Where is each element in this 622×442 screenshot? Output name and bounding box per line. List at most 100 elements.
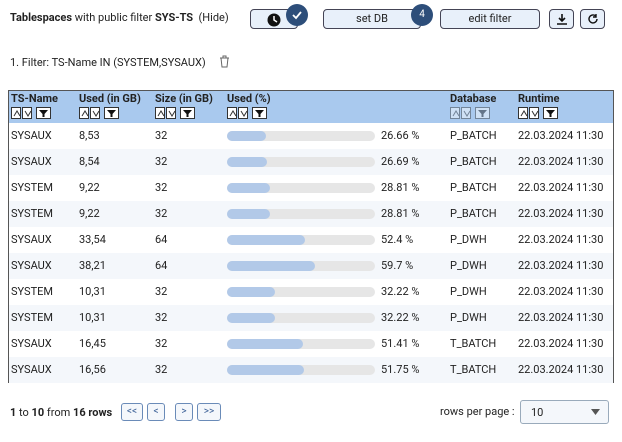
sort-icon: [24, 110, 32, 117]
download-button[interactable]: [549, 9, 574, 29]
sort-button[interactable]: [166, 107, 176, 119]
cell: 26.66 %: [381, 129, 420, 142]
usage-bar-track: [227, 209, 375, 219]
usage-bar-track: [227, 287, 375, 297]
cell: 22.03.2024 11:30: [518, 337, 604, 350]
page-button[interactable]: >: [175, 403, 193, 421]
cell: SYSTEM: [11, 285, 54, 298]
check-badge: [286, 4, 308, 26]
cell: 22.03.2024 11:30: [518, 285, 604, 298]
table-row: SYSTEM 10,31 32 32.22 % P_DWH 22.03.2024 11:3…: [9, 305, 613, 331]
sort-icon: [531, 110, 539, 117]
cell: 38,21: [79, 259, 106, 272]
filter-button[interactable]: [475, 107, 490, 119]
filter-button[interactable]: [104, 107, 119, 119]
cell: P_DWH: [450, 285, 487, 298]
cell: 22.03.2024 11:30: [518, 259, 604, 272]
cell: SYSTEM: [11, 181, 54, 194]
usage-bar: [227, 235, 305, 245]
cell: 22.03.2024 11:30: [518, 311, 604, 324]
delete-filter[interactable]: [219, 55, 230, 68]
cell: 32: [155, 207, 168, 220]
dropdown-arrow: [591, 409, 600, 415]
usage-bar: [227, 365, 304, 375]
cell: T_BATCH: [450, 363, 497, 376]
cell: 59.7 %: [381, 259, 414, 272]
last-row: 10: [31, 406, 45, 419]
refresh-button[interactable]: [580, 9, 605, 29]
edit-filter-button[interactable]: edit filter: [440, 9, 540, 29]
cell: 16,45: [79, 337, 106, 350]
cell: SYSTEM: [11, 207, 54, 220]
cell: 22.03.2024 11:30: [518, 363, 604, 376]
sort-button[interactable]: [79, 107, 89, 119]
usage-bar-track: [227, 131, 375, 141]
sort-button[interactable]: [227, 107, 237, 119]
page-button[interactable]: <: [147, 403, 165, 421]
usage-bar-track: [227, 339, 375, 349]
cell: 64: [155, 259, 168, 272]
cell: 9,22: [79, 181, 100, 194]
filter-button[interactable]: [252, 107, 267, 119]
cell: 33,54: [79, 233, 106, 246]
hide-link[interactable]: (Hide): [198, 11, 229, 24]
table-row: SYSAUX 16,56 32 51.75 % T_BATCH 22.03.2024 11…: [9, 357, 613, 383]
db-badge: 4: [411, 4, 433, 26]
column-header: Database: [450, 92, 497, 105]
filter-prefix: with public filter: [74, 11, 153, 24]
sort-icon: [81, 110, 89, 117]
rows-per-page-select[interactable]: 10: [520, 400, 609, 424]
usage-bar-track: [227, 235, 375, 245]
sort-icon: [157, 110, 165, 117]
table-row: SYSAUX 33,54 64 52.4 % P_DWH 22.03.2024 11:30: [9, 227, 613, 253]
usage-bar-track: [227, 313, 375, 323]
filter-icon: [478, 110, 487, 117]
filter-icon: [255, 110, 264, 117]
sort-icon: [520, 110, 528, 117]
filter-button[interactable]: [180, 107, 195, 119]
table-row: SYSTEM 10,31 32 32.22 % P_DWH 22.03.2024 11:3…: [9, 279, 613, 305]
cell: 28.81 %: [381, 181, 420, 194]
usage-bar: [227, 339, 304, 349]
cell: 32: [155, 363, 168, 376]
sort-button[interactable]: [90, 107, 100, 119]
page-button[interactable]: >>: [197, 403, 221, 421]
cell: 52.4 %: [381, 233, 414, 246]
filter-name: SYS-TS: [154, 11, 194, 24]
usage-bar-track: [227, 157, 375, 167]
cell: SYSAUX: [11, 259, 52, 272]
rows-word: rows: [88, 406, 113, 419]
cell: T_BATCH: [450, 337, 497, 350]
sort-button[interactable]: [518, 107, 528, 119]
sort-button[interactable]: [529, 107, 539, 119]
table-row: SYSAUX 16,45 32 51.41 % T_BATCH 22.03.2024 11…: [9, 331, 613, 357]
sort-button[interactable]: [461, 107, 471, 119]
page-button[interactable]: <<: [121, 403, 143, 421]
cell: P_DWH: [450, 233, 487, 246]
cell: 32.22 %: [381, 285, 420, 298]
usage-bar: [227, 287, 275, 297]
sort-button[interactable]: [11, 107, 21, 119]
table-row: SYSAUX 38,21 64 59.7 % P_DWH 22.03.2024 11:30: [9, 253, 613, 279]
check-icon: [292, 11, 302, 20]
table: TS-Name Used (in GB) Size (in GB) Used (%) D…: [8, 90, 614, 383]
column-header: Size (in GB): [155, 92, 213, 105]
cell: 10,31: [79, 285, 106, 298]
filter-button[interactable]: [36, 107, 51, 119]
sort-button[interactable]: [155, 107, 165, 119]
sort-icon: [229, 110, 237, 117]
set-db-button[interactable]: set DB: [323, 9, 421, 29]
usage-bar: [227, 183, 270, 193]
cell: SYSAUX: [11, 363, 52, 376]
sort-button[interactable]: [22, 107, 32, 119]
sort-button[interactable]: [450, 107, 460, 119]
rows-per-page-label: rows per page :: [440, 405, 515, 418]
cell: 32: [155, 311, 168, 324]
table-row: SYSTEM 9,22 32 28.81 % P_BATCH 22.03.2024 11:…: [9, 175, 613, 201]
cell: 28.81 %: [381, 207, 420, 220]
column-header: Used (%): [227, 92, 271, 105]
filter-button[interactable]: [543, 107, 558, 119]
sort-button[interactable]: [238, 107, 248, 119]
cell: SYSAUX: [11, 233, 52, 246]
